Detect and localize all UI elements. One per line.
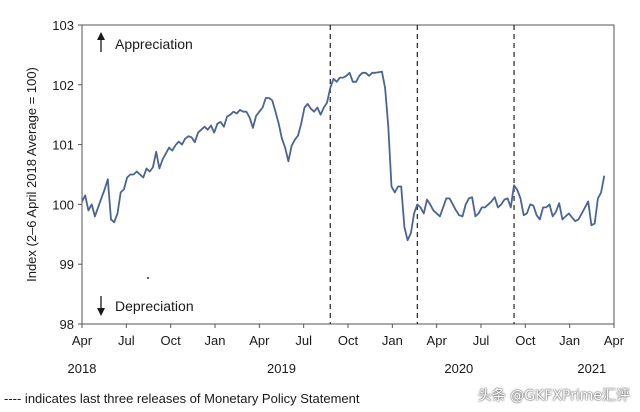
line-chart: 98 99 100 101 102 103 Apr Jul Oct Jan Apr Jul Oct Jan… — [24, 18, 625, 376]
y-tick-label: 100 — [52, 197, 74, 212]
y-axis-label: Index (2–6 April 2018 Average = 100) — [24, 67, 39, 282]
series-line — [81, 70, 606, 242]
x-tick-label: Jan — [205, 333, 226, 348]
annotation-depreciation: Depreciation — [115, 298, 194, 314]
up-arrow-head-icon — [97, 32, 105, 40]
x-tick-label: Oct — [338, 333, 359, 348]
x-tick-label: Oct — [515, 333, 536, 348]
y-tick-label: 99 — [60, 257, 74, 272]
x-tick-label: Jan — [559, 333, 580, 348]
x-tick-label: Jul — [118, 333, 135, 348]
down-arrow-head-icon — [97, 308, 105, 316]
x-tick-label: Oct — [161, 333, 182, 348]
watermark: 头条 @GKFXPrime汇评 — [477, 388, 630, 404]
year-label: 2021 — [577, 361, 606, 376]
x-tick-label: Apr — [249, 333, 270, 348]
y-tick-label: 103 — [52, 18, 74, 33]
x-tick-label: Apr — [604, 333, 625, 348]
x-tick-label: Jan — [382, 333, 403, 348]
x-tick-label: Apr — [72, 333, 93, 348]
plot-frame — [81, 24, 615, 325]
year-label: 2018 — [68, 361, 97, 376]
annotation-appreciation: Appreciation — [115, 36, 193, 52]
footnote: ---- indicates last three releases of Mo… — [4, 391, 360, 406]
y-tick-label: 98 — [60, 317, 74, 332]
y-tick-label: 101 — [52, 138, 74, 153]
x-tick-label: Jul — [473, 333, 490, 348]
x-tick-label: Jul — [295, 333, 312, 348]
year-label: 2020 — [444, 361, 473, 376]
y-tick-label: 102 — [52, 78, 74, 93]
stray-dot — [147, 277, 149, 279]
x-tick-label: Apr — [427, 333, 448, 348]
year-label: 2019 — [267, 361, 296, 376]
